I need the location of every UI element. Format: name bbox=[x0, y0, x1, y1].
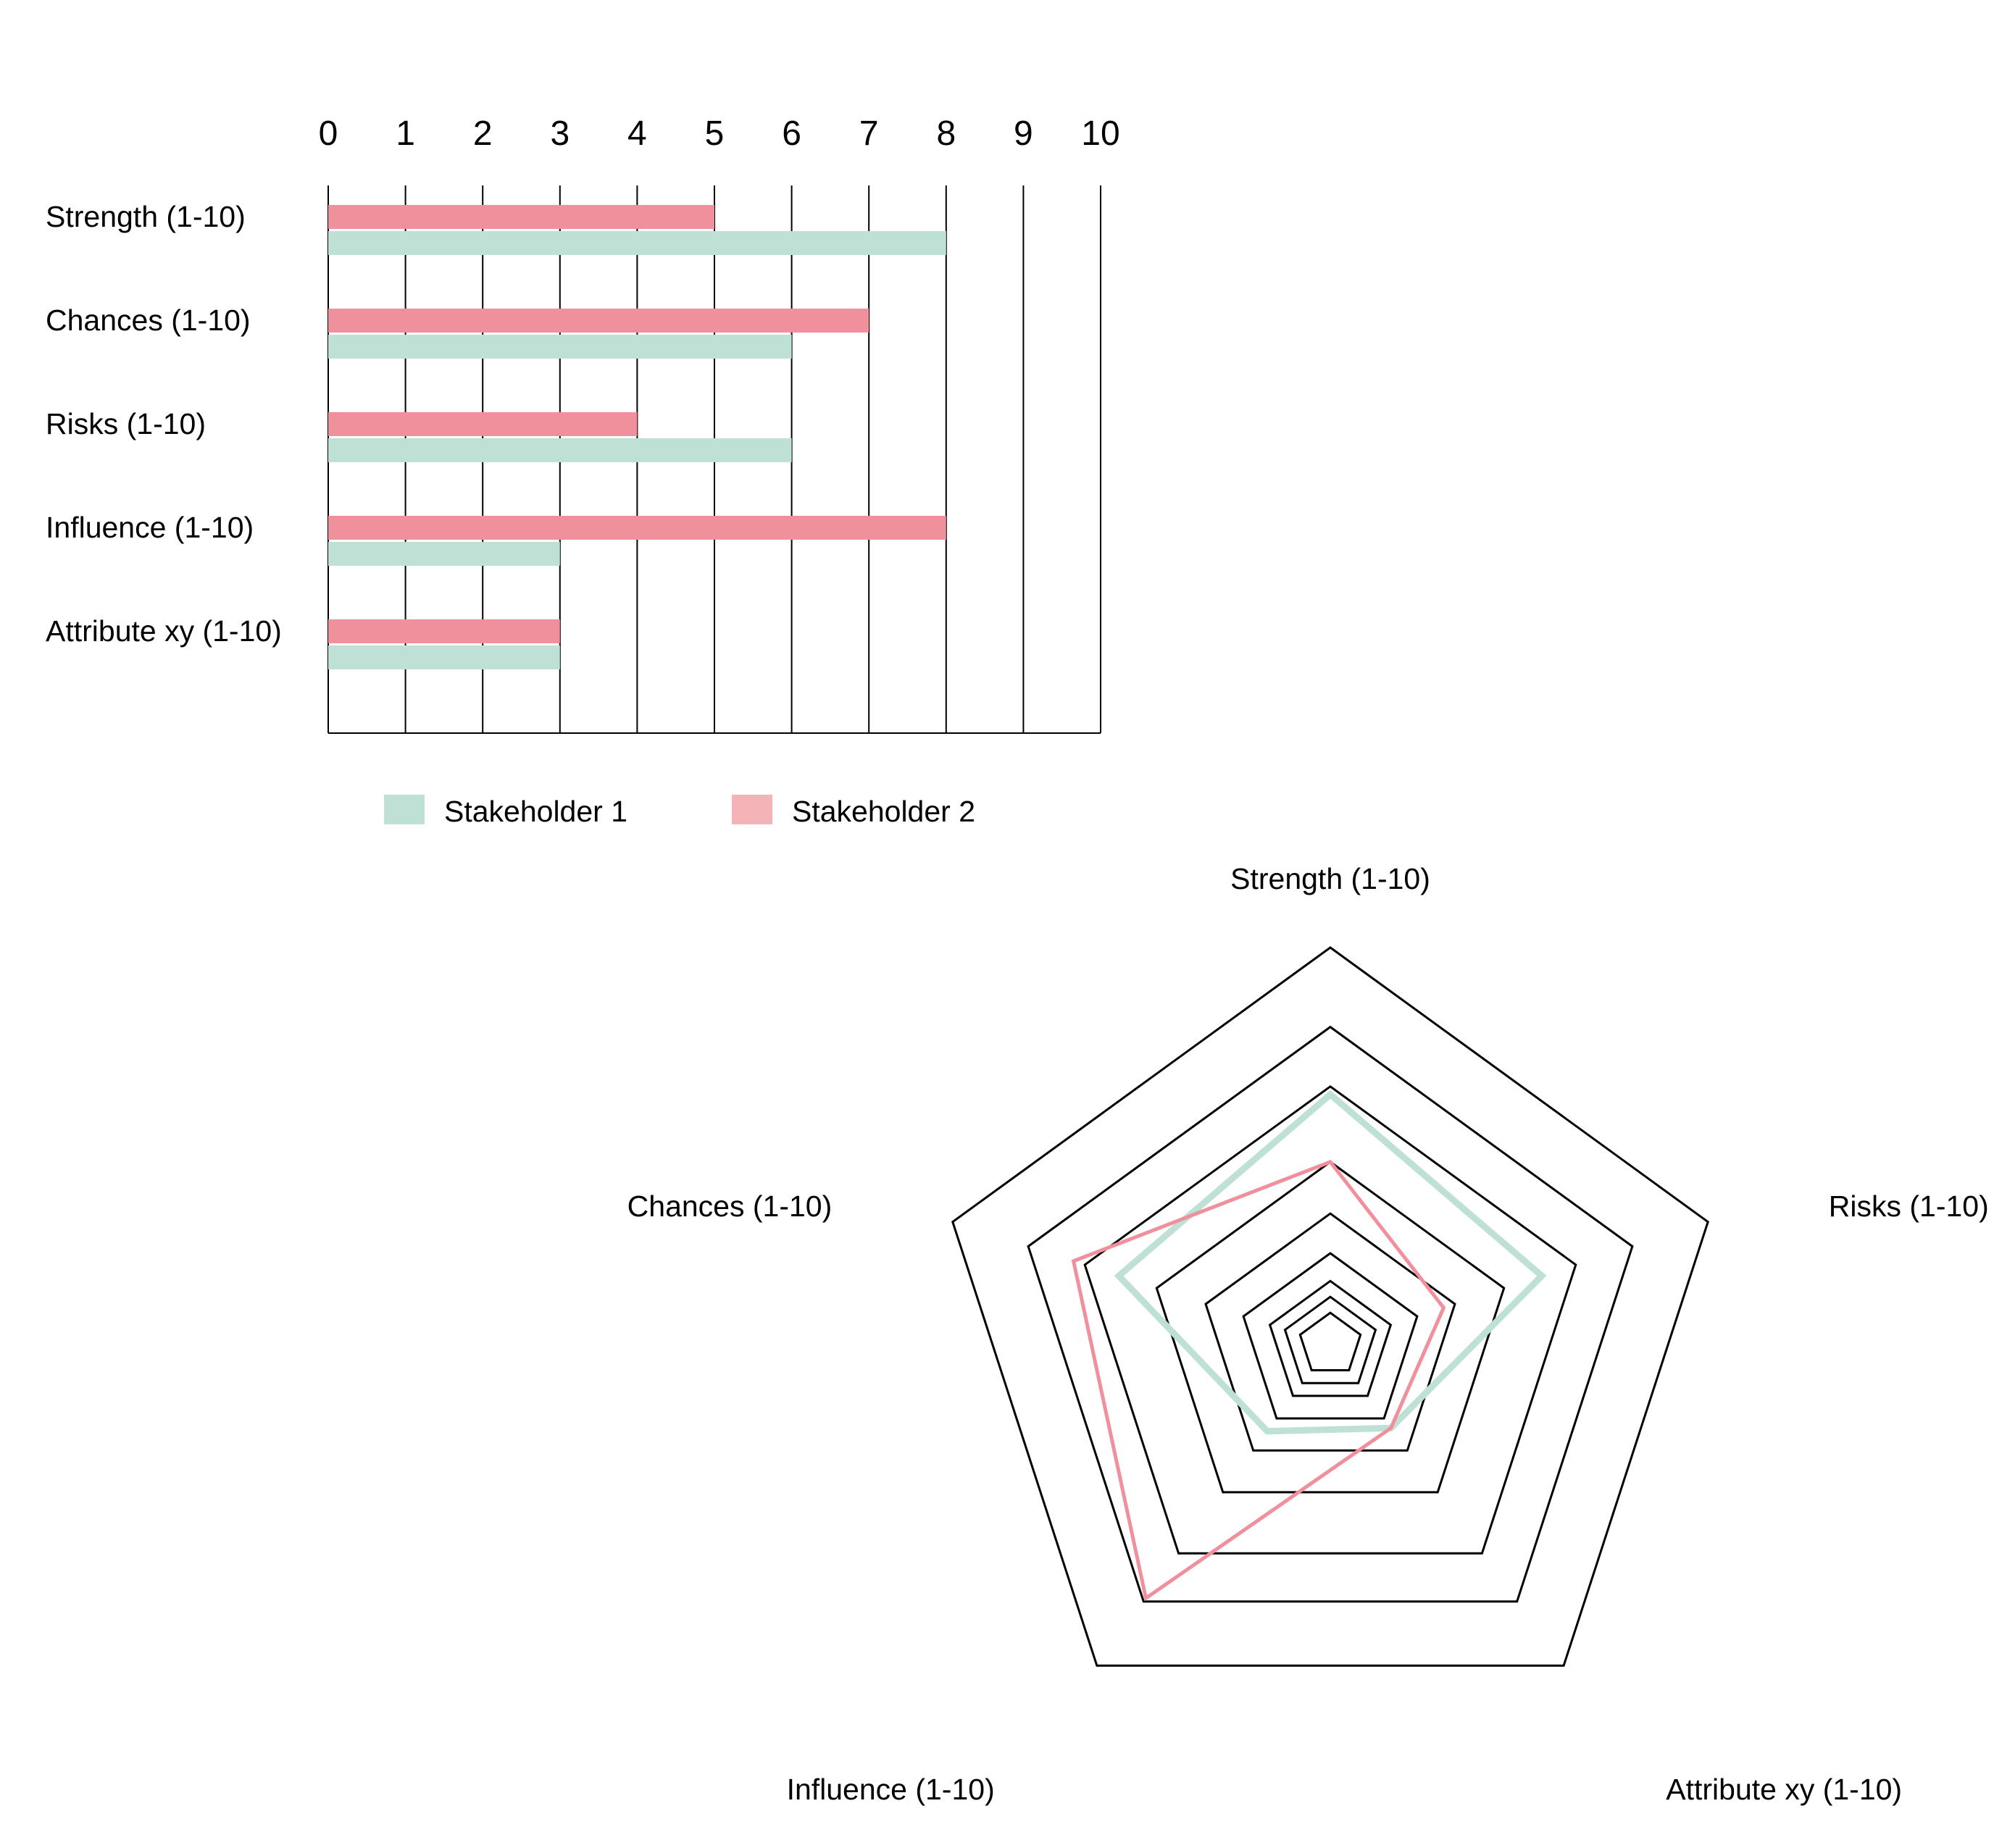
x-tick-label: 9 bbox=[1014, 114, 1033, 153]
radar-axis-label: Chances (1-10) bbox=[627, 1190, 833, 1223]
radar-axis-label: Influence (1-10) bbox=[787, 1773, 995, 1806]
bar-stakeholder-1-chances-1-10 bbox=[328, 335, 792, 359]
legend-swatch-stakeholder-2 bbox=[732, 795, 772, 824]
x-tick-label: 4 bbox=[627, 114, 647, 153]
radar-grid-ring bbox=[1283, 1295, 1377, 1384]
bar-chart-category-labels: Strength (1-10) Chances (1-10) Risks (1-10… bbox=[46, 200, 282, 648]
bar-stakeholder-1-influence-1-10 bbox=[328, 542, 560, 566]
radar-grid-ring bbox=[1083, 1084, 1577, 1555]
radar-grid-ring bbox=[1242, 1252, 1419, 1420]
bar-stakeholder-1-strength-1-10 bbox=[328, 231, 946, 255]
bar-stakeholder-2-risks-1-10 bbox=[328, 412, 638, 436]
radar-grid-ring bbox=[951, 946, 1709, 1667]
bar-stakeholder-2-strength-1-10 bbox=[328, 205, 714, 229]
category-label: Risks (1-10) bbox=[46, 407, 206, 440]
legend-label-stakeholder-2: Stakeholder 2 bbox=[792, 795, 975, 828]
radar-grid-ring bbox=[1027, 1025, 1634, 1603]
radar-axis-label: Risks (1-10) bbox=[1829, 1190, 1989, 1223]
x-tick-label: 6 bbox=[782, 114, 801, 153]
radar-grid-ring bbox=[1298, 1311, 1362, 1371]
bar-stakeholder-2-influence-1-10 bbox=[328, 516, 946, 540]
bar-stakeholder-1-risks-1-10 bbox=[328, 438, 792, 462]
radar-chart-grid bbox=[951, 946, 1709, 1667]
radar-series-stakeholder-2 bbox=[1071, 1159, 1446, 1602]
radar-series-stakeholder-1 bbox=[1114, 1090, 1547, 1435]
category-label: Strength (1-10) bbox=[46, 200, 246, 233]
radar-axis-label: Strength (1-10) bbox=[1230, 862, 1430, 895]
x-tick-label: 10 bbox=[1081, 114, 1119, 153]
bar-chart: 0 1 2 3 4 5 6 7 8 9 10 Strength (1-10) Chances (1-1… bbox=[46, 114, 1120, 734]
bar-stakeholder-2-attribute-xy-1-10 bbox=[328, 619, 560, 643]
x-tick-label: 0 bbox=[319, 114, 338, 153]
radar-chart-axis-labels: Strength (1-10) Risks (1-10) Attribute xy … bbox=[627, 862, 1989, 1806]
x-tick-label: 2 bbox=[473, 114, 493, 153]
category-label: Influence (1-10) bbox=[46, 511, 254, 544]
radar-grid-ring bbox=[1155, 1161, 1506, 1494]
radar-grid-ring bbox=[1204, 1212, 1456, 1452]
category-label: Chances (1-10) bbox=[46, 304, 251, 337]
legend: Stakeholder 1 Stakeholder 2 bbox=[384, 795, 975, 828]
legend-swatch-stakeholder-1 bbox=[384, 795, 425, 824]
x-tick-label: 5 bbox=[705, 114, 725, 153]
bar-stakeholder-1-attribute-xy-1-10 bbox=[328, 645, 560, 669]
x-tick-label: 7 bbox=[859, 114, 879, 153]
x-tick-label: 3 bbox=[550, 114, 570, 153]
bar-chart-bars bbox=[328, 205, 946, 669]
x-tick-label: 1 bbox=[396, 114, 415, 153]
bar-stakeholder-2-chances-1-10 bbox=[328, 309, 869, 333]
radar-axis-label: Attribute xy (1-10) bbox=[1666, 1773, 1902, 1806]
bar-chart-x-tick-labels: 0 1 2 3 4 5 6 7 8 9 10 bbox=[319, 114, 1120, 153]
category-label: Attribute xy (1-10) bbox=[46, 614, 282, 648]
radar-chart-series bbox=[1071, 1090, 1547, 1602]
x-tick-label: 8 bbox=[936, 114, 956, 153]
legend-label-stakeholder-1: Stakeholder 1 bbox=[444, 795, 627, 828]
radar-grid-ring bbox=[1268, 1279, 1393, 1397]
radar-chart: Strength (1-10) Risks (1-10) Attribute xy … bbox=[627, 862, 1989, 1806]
